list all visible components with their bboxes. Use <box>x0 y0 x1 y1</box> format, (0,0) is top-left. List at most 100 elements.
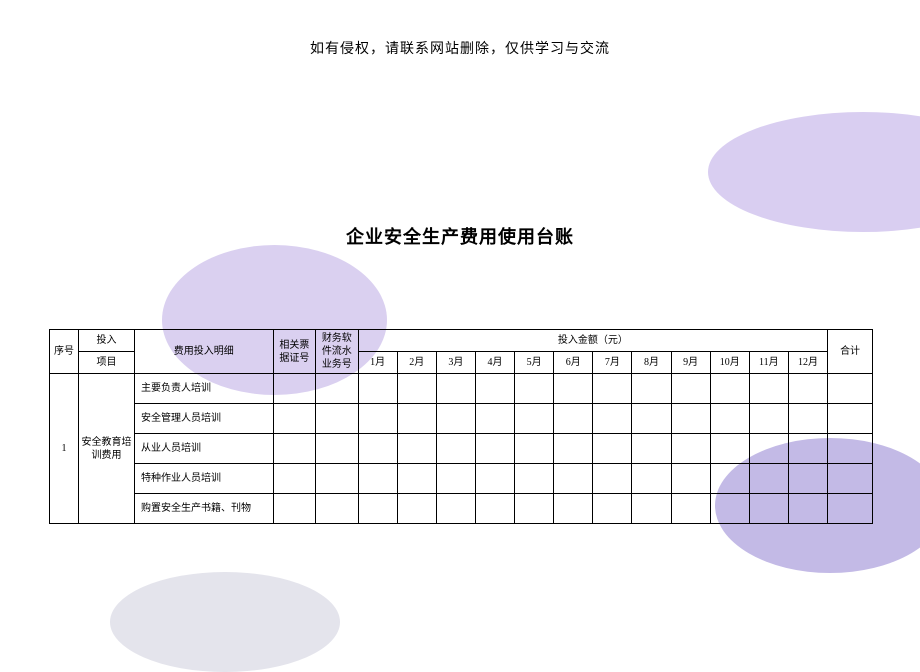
cell-month <box>515 464 554 494</box>
table-row: 从业人员培训 <box>50 434 873 464</box>
cell-month <box>515 374 554 404</box>
col-project: 项目 <box>79 352 135 374</box>
cell-month <box>475 374 514 404</box>
cell-month <box>788 374 827 404</box>
cell-month <box>632 434 671 464</box>
col-month: 8月 <box>632 352 671 374</box>
cell-seq: 1 <box>50 374 79 524</box>
table-body: 1安全教育培训费用主要负责人培训安全管理人员培训从业人员培训特种作业人员培训购置… <box>50 374 873 524</box>
table-row: 安全管理人员培训 <box>50 404 873 434</box>
cell-total <box>828 404 873 434</box>
cell-month <box>671 464 710 494</box>
header-note: 如有侵权，请联系网站删除，仅供学习与交流 <box>0 38 920 58</box>
cell-month <box>358 494 397 524</box>
cell-month <box>632 374 671 404</box>
col-month: 5月 <box>515 352 554 374</box>
cell-month <box>749 464 788 494</box>
col-serial: 财务软件流水业务号 <box>316 330 358 374</box>
cell-month <box>593 464 632 494</box>
cell-month <box>475 434 514 464</box>
cell-month <box>515 404 554 434</box>
col-month: 10月 <box>710 352 749 374</box>
col-total: 合计 <box>828 330 873 374</box>
cell-month <box>593 404 632 434</box>
cell-voucher <box>273 464 315 494</box>
cell-voucher <box>273 494 315 524</box>
cell-month <box>671 494 710 524</box>
cell-detail: 从业人员培训 <box>134 434 273 464</box>
cell-month <box>554 464 593 494</box>
cell-month <box>671 374 710 404</box>
ledger-table-wrap: 序号 投入 费用投入明细 相关票据证号 财务软件流水业务号 投入金额（元） 合计… <box>49 329 873 524</box>
cell-month <box>436 434 475 464</box>
cell-month <box>593 374 632 404</box>
cell-month <box>397 434 436 464</box>
cell-month <box>710 404 749 434</box>
cell-serial <box>316 494 358 524</box>
col-month: 11月 <box>749 352 788 374</box>
cell-month <box>358 404 397 434</box>
cell-detail: 主要负责人培训 <box>134 374 273 404</box>
cell-month <box>554 374 593 404</box>
cell-month <box>436 494 475 524</box>
cell-month <box>710 374 749 404</box>
cell-month <box>749 374 788 404</box>
cell-month <box>632 404 671 434</box>
cell-month <box>397 374 436 404</box>
cell-month <box>397 494 436 524</box>
cell-month <box>475 494 514 524</box>
cell-month <box>436 404 475 434</box>
table-row: 1安全教育培训费用主要负责人培训 <box>50 374 873 404</box>
col-month: 9月 <box>671 352 710 374</box>
cell-month <box>554 494 593 524</box>
cell-serial <box>316 434 358 464</box>
cell-month <box>475 404 514 434</box>
cell-month <box>554 434 593 464</box>
cell-detail: 特种作业人员培训 <box>134 464 273 494</box>
cell-month <box>397 404 436 434</box>
col-amount-group: 投入金额（元） <box>358 330 828 352</box>
cell-month <box>788 464 827 494</box>
col-month: 6月 <box>554 352 593 374</box>
cell-total <box>828 434 873 464</box>
cell-month <box>593 434 632 464</box>
cell-month <box>788 404 827 434</box>
col-detail: 费用投入明细 <box>134 330 273 374</box>
table-row: 特种作业人员培训 <box>50 464 873 494</box>
cell-month <box>397 464 436 494</box>
col-month: 3月 <box>436 352 475 374</box>
cell-month <box>710 494 749 524</box>
bg-blob <box>708 112 920 232</box>
cell-month <box>788 434 827 464</box>
col-month: 12月 <box>788 352 827 374</box>
bg-blob <box>110 572 340 672</box>
cell-serial <box>316 374 358 404</box>
col-invest: 投入 <box>79 330 135 352</box>
col-voucher: 相关票据证号 <box>273 330 315 374</box>
cell-total <box>828 464 873 494</box>
cell-month <box>788 494 827 524</box>
cell-voucher <box>273 404 315 434</box>
cell-total <box>828 374 873 404</box>
cell-voucher <box>273 374 315 404</box>
cell-month <box>593 494 632 524</box>
cell-month <box>358 434 397 464</box>
cell-category: 安全教育培训费用 <box>79 374 135 524</box>
cell-month <box>710 464 749 494</box>
cell-month <box>358 464 397 494</box>
cell-month <box>515 434 554 464</box>
cell-voucher <box>273 434 315 464</box>
cell-month <box>749 404 788 434</box>
cell-detail: 购置安全生产书籍、刊物 <box>134 494 273 524</box>
cell-month <box>671 434 710 464</box>
col-month: 7月 <box>593 352 632 374</box>
page-title: 企业安全生产费用使用台账 <box>0 223 920 249</box>
cell-month <box>710 434 749 464</box>
cell-month <box>749 494 788 524</box>
cell-total <box>828 494 873 524</box>
cell-month <box>749 434 788 464</box>
cell-month <box>436 374 475 404</box>
col-month: 4月 <box>475 352 514 374</box>
ledger-table: 序号 投入 费用投入明细 相关票据证号 财务软件流水业务号 投入金额（元） 合计… <box>49 329 873 524</box>
cell-month <box>358 374 397 404</box>
